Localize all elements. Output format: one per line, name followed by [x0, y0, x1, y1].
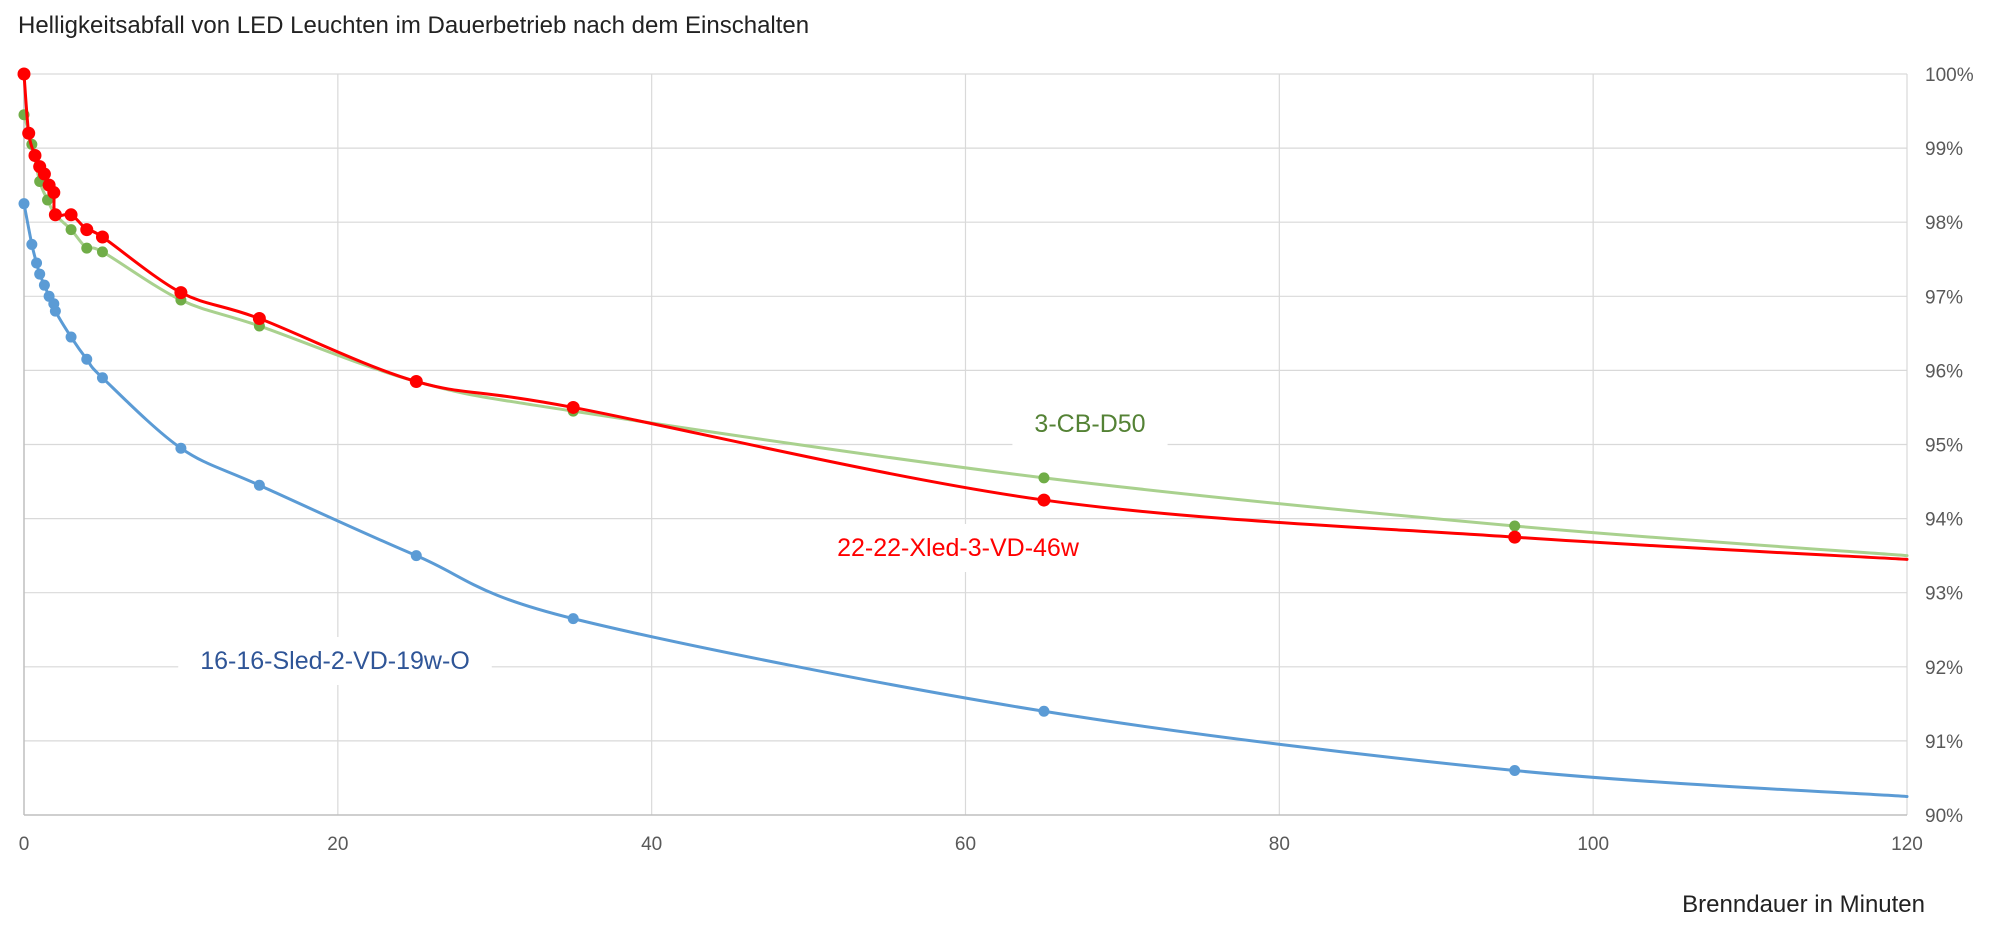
data-point: [17, 67, 31, 81]
series-label-background: [815, 524, 1102, 572]
series-label-layer: 3-CB-D50 22-22-Xled-3-VD-46w 16-16-Sled-2-…: [178, 400, 1168, 685]
y-tick-label: 92%: [1925, 658, 1963, 679]
data-point: [1037, 493, 1051, 507]
data-point: [22, 126, 36, 140]
data-point: [566, 400, 580, 414]
data-point: [410, 550, 422, 562]
data-point: [48, 208, 62, 222]
data-point: [34, 268, 46, 280]
y-tick-label: 94%: [1925, 510, 1963, 531]
series-label: 22-22-Xled-3-VD-46w: [837, 534, 1080, 562]
data-point: [175, 442, 187, 454]
y-tick-label: 100%: [1925, 65, 1974, 86]
x-tick-label: 40: [641, 834, 662, 855]
y-tick-label: 95%: [1925, 436, 1963, 457]
data-point: [81, 242, 93, 254]
y-tick-label: 93%: [1925, 584, 1963, 605]
data-point: [81, 353, 93, 365]
x-tick-label: 20: [327, 834, 348, 855]
x-axis-title: Brenndauer in Minuten: [1682, 891, 1925, 918]
data-point: [174, 286, 188, 300]
x-tick-label: 100: [1577, 834, 1609, 855]
axis-layer: 90% 91% 92% 93% 94% 95% 96% 97% 98% 99% 100% 0 20 40 6…: [19, 65, 1974, 855]
chart-title: Helligkeitsabfall von LED Leuchten im Da…: [18, 12, 809, 39]
data-point: [95, 230, 109, 244]
data-point: [65, 331, 77, 343]
y-tick-label: 96%: [1925, 361, 1963, 382]
series-label: 3-CB-D50: [1034, 410, 1145, 438]
series-layer: [17, 67, 1909, 798]
data-point: [1038, 705, 1050, 717]
y-tick-label: 99%: [1925, 139, 1963, 160]
data-point: [64, 208, 78, 222]
data-point: [80, 223, 94, 237]
data-point: [31, 257, 43, 269]
data-point: [1038, 472, 1050, 484]
series-label-background: [178, 637, 492, 685]
x-tick-label: 60: [955, 834, 976, 855]
data-point: [38, 279, 50, 291]
x-tick-label: 120: [1891, 834, 1923, 855]
data-point: [567, 613, 579, 625]
data-point: [18, 198, 30, 210]
data-point: [1509, 765, 1521, 777]
data-point: [28, 149, 42, 163]
y-tick-label: 97%: [1925, 287, 1963, 308]
data-point: [37, 167, 51, 181]
series-label: 16-16-Sled-2-VD-19w-O: [200, 647, 470, 675]
y-tick-label: 90%: [1925, 806, 1963, 827]
series-16-16-sled-2-vd-19w-o: [18, 198, 1909, 798]
y-tick-label: 98%: [1925, 213, 1963, 234]
series-22-22-xled-3-vd-46w: [17, 67, 1909, 561]
x-tick-label: 0: [19, 834, 30, 855]
data-point: [252, 312, 266, 326]
data-point: [96, 372, 108, 384]
data-point: [1509, 520, 1521, 532]
series-label-background: [1012, 400, 1168, 448]
data-point: [409, 375, 423, 389]
data-point: [65, 224, 77, 236]
grid-layer: [24, 73, 1908, 815]
data-point: [253, 479, 265, 491]
x-tick-label: 80: [1269, 834, 1290, 855]
data-point: [47, 186, 61, 200]
data-point: [96, 246, 108, 258]
y-tick-label: 91%: [1925, 732, 1963, 753]
data-point: [49, 305, 61, 317]
data-point: [1508, 530, 1522, 544]
series-3-cb-d50: [18, 109, 1909, 558]
data-point: [26, 238, 38, 250]
